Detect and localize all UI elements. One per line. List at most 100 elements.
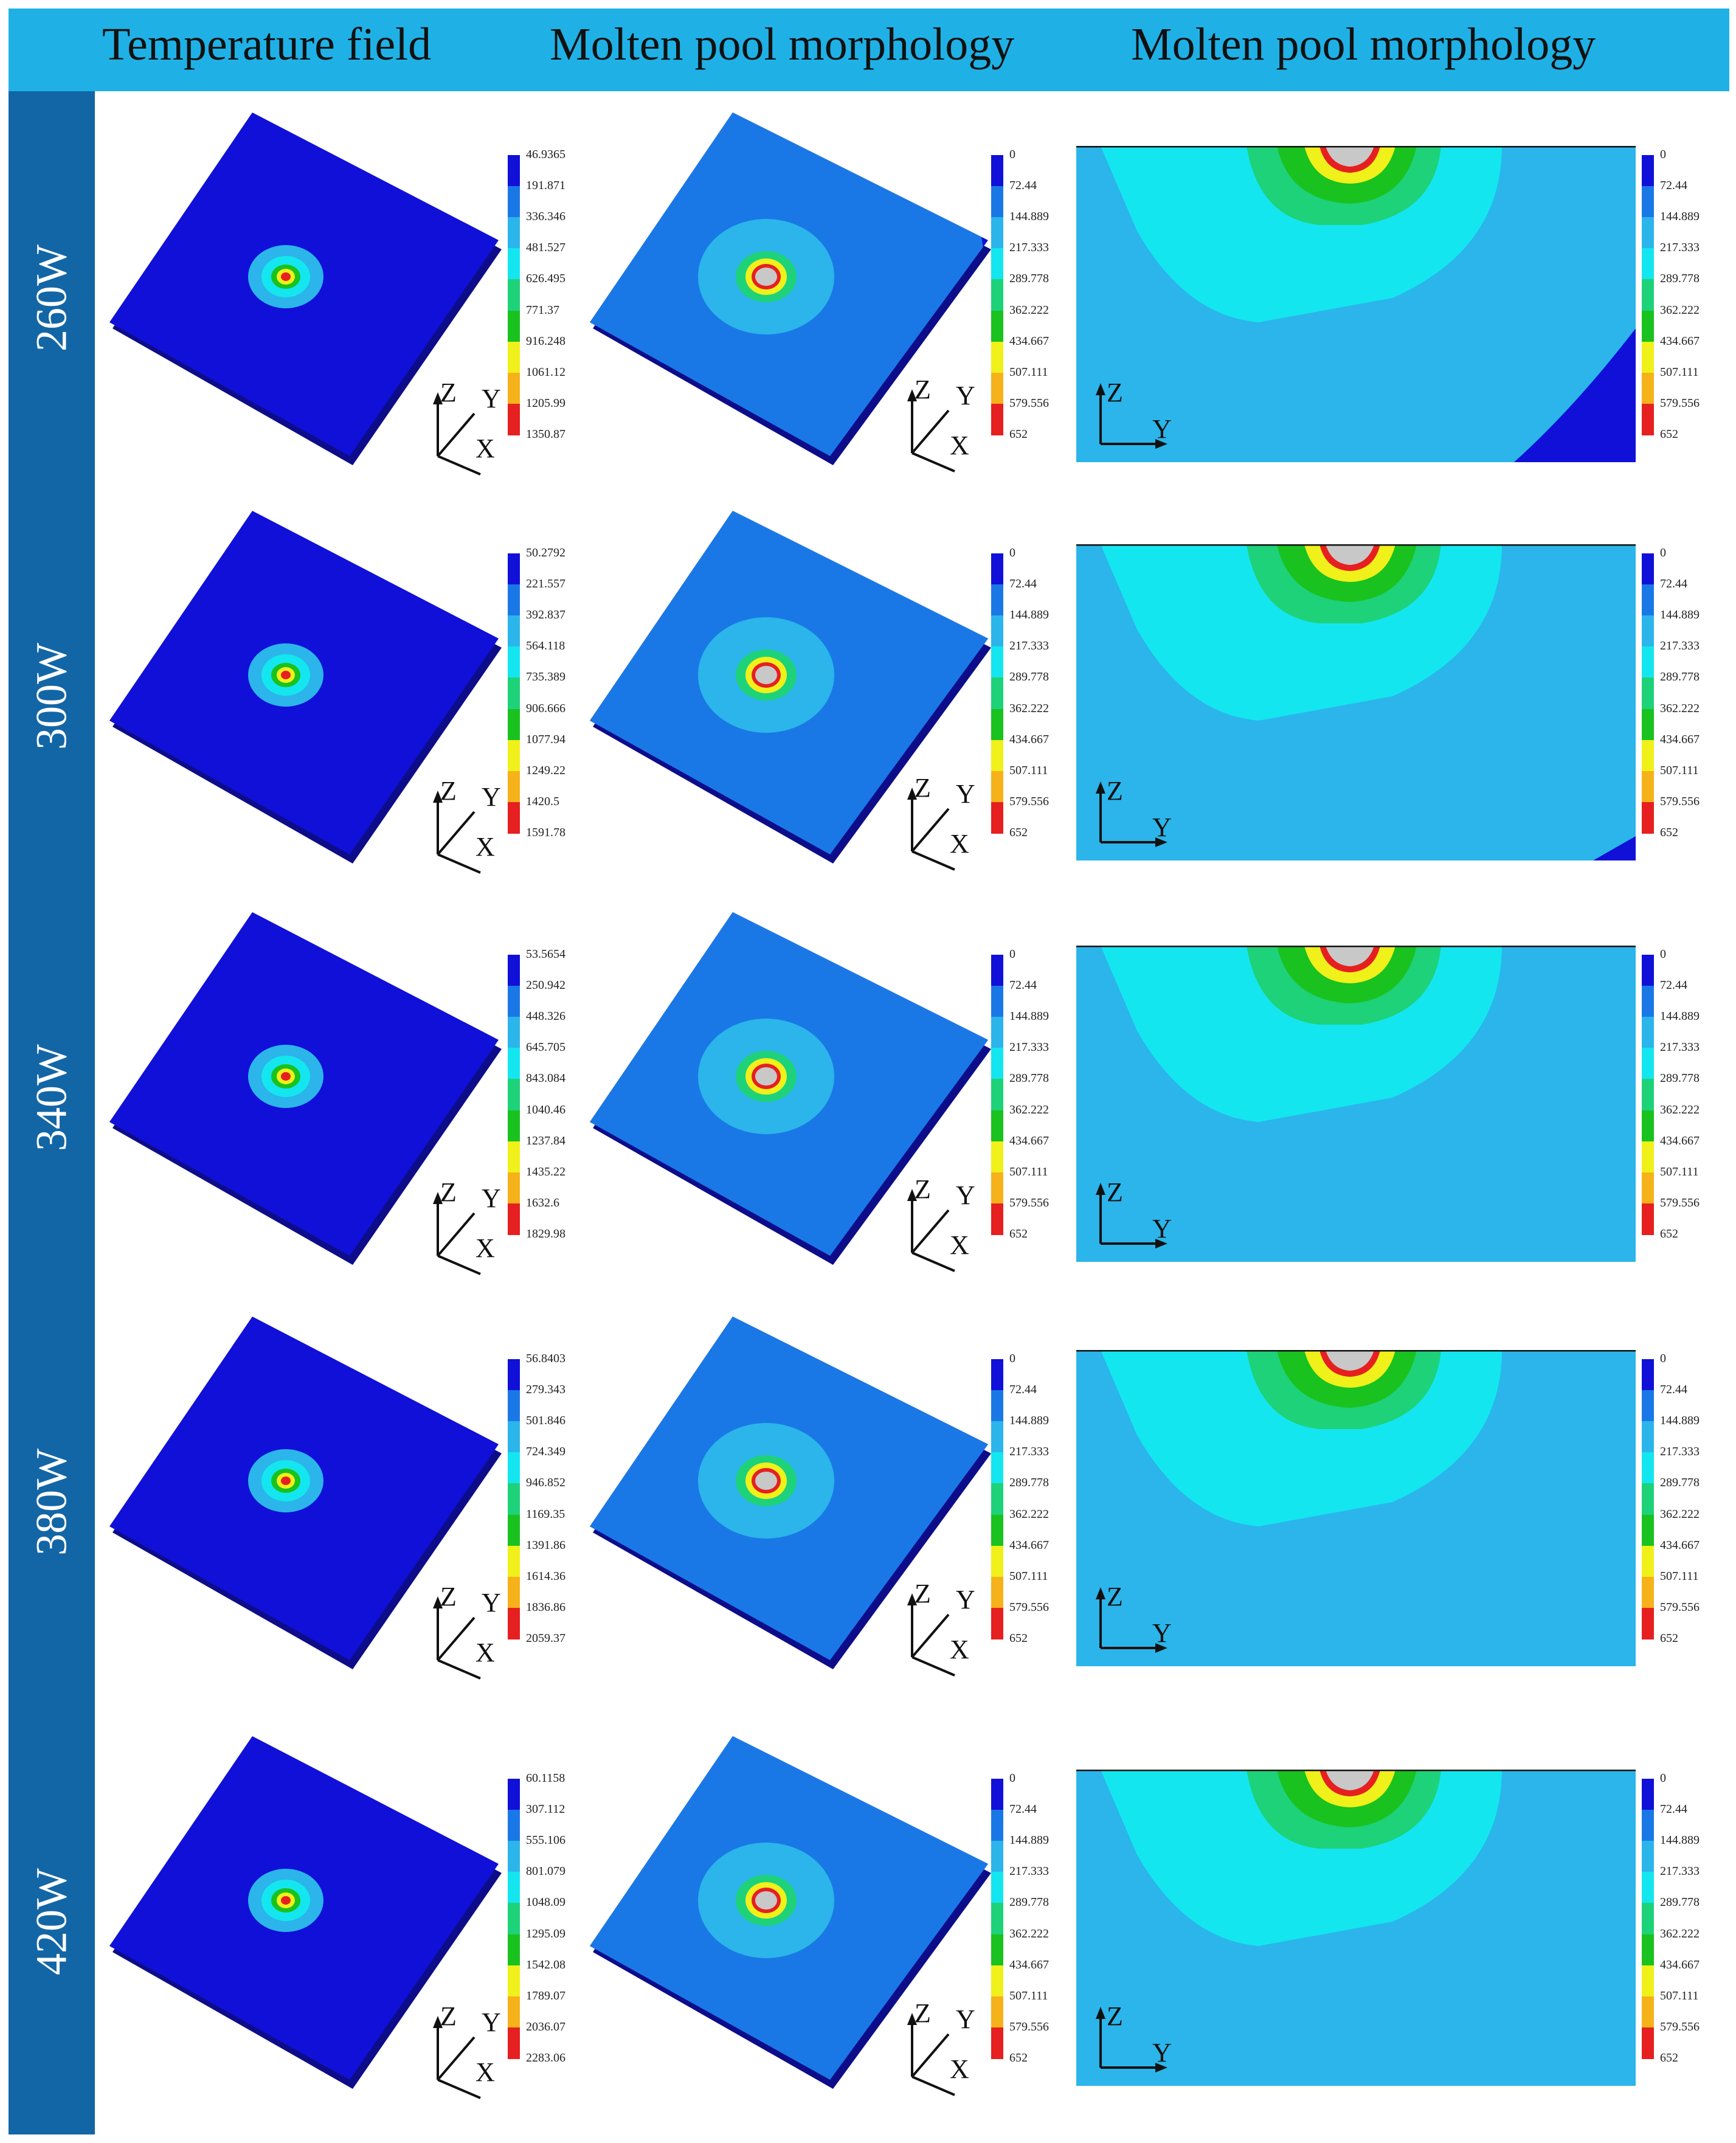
legend-color-band bbox=[508, 1048, 520, 1080]
y-axis-label: Y bbox=[956, 779, 975, 809]
row-label: 260W bbox=[9, 207, 95, 389]
legend-tick-label: 652 bbox=[1660, 428, 1678, 441]
legend-color-band bbox=[508, 584, 520, 617]
legend-tick-label: 1169.35 bbox=[526, 1507, 565, 1521]
legend-color-band bbox=[991, 770, 1003, 803]
legend-tick-label: 0 bbox=[1660, 947, 1666, 961]
legend-color-band bbox=[1642, 1421, 1654, 1453]
legend-tick-label: 1077.94 bbox=[526, 732, 565, 746]
z-axis-arrow bbox=[433, 392, 443, 404]
row-label: 420W bbox=[9, 1830, 95, 2013]
legend-color-band bbox=[508, 1514, 520, 1546]
row-label: 340W bbox=[9, 1006, 95, 1189]
legend-tick-label: 0 bbox=[1009, 148, 1015, 161]
legend-color-band bbox=[508, 986, 520, 1018]
legend-tick-label: 652 bbox=[1660, 826, 1678, 839]
legend-tick-label: 916.248 bbox=[526, 334, 565, 348]
legend-tick-label: 60.1158 bbox=[526, 1771, 565, 1785]
legend-tick-label: 507.111 bbox=[1660, 1165, 1699, 1179]
row-label-sidebar bbox=[9, 91, 95, 2134]
section-z-label: Z bbox=[1107, 1582, 1123, 1612]
row-label-text: 380W bbox=[27, 1449, 76, 1556]
legend-color-band bbox=[1642, 1545, 1654, 1577]
legend-color-band bbox=[991, 1934, 1003, 1966]
legend-color-band bbox=[508, 677, 520, 710]
legend-color-band bbox=[991, 1965, 1003, 1997]
legend-tick-label: 2283.06 bbox=[526, 2051, 565, 2065]
legend-tick-label: 362.222 bbox=[1660, 1103, 1700, 1117]
coordinate-axes: Z YX bbox=[907, 1174, 975, 1272]
legend-color-band bbox=[991, 248, 1003, 280]
coordinate-axes: Z YX bbox=[907, 1998, 975, 2096]
legend-color-band bbox=[508, 1607, 520, 1639]
pool-legend: 0 72.44 144.889 217.333 289.778 362.222 434.66… bbox=[991, 947, 1064, 1241]
z-axis-arrow bbox=[433, 791, 443, 803]
row-label: 380W bbox=[9, 1411, 95, 1593]
legend-tick-label: 507.111 bbox=[1660, 1569, 1699, 1583]
temperature-legend: 53.5654 250.942 448.326 645.705 843.084 1040.… bbox=[508, 947, 581, 1241]
y-axis-label: Y bbox=[482, 1588, 501, 1618]
pool-legend: 0 72.44 144.889 217.333 289.778 362.222 434.66… bbox=[991, 1771, 1064, 2065]
section-corner-zone bbox=[1593, 836, 1636, 860]
z-axis-arrow bbox=[433, 1192, 443, 1204]
legend-color-band bbox=[508, 1872, 520, 1904]
legend-color-band bbox=[508, 1172, 520, 1204]
z-axis-label: Z bbox=[915, 375, 931, 404]
legend-tick-label: 434.667 bbox=[1009, 1538, 1049, 1552]
legend-tick-label: 217.333 bbox=[1009, 1864, 1049, 1878]
legend-tick-label: 279.343 bbox=[526, 1383, 565, 1397]
molten-pool-3d-plot: Z YX bbox=[590, 1736, 991, 2096]
y-axis-line bbox=[437, 1616, 475, 1661]
molten-pool-3d-plot: Z YX bbox=[590, 912, 991, 1272]
figure-row: 420W Z Y X 60.1158 307.112 555.106 801.079 1048.… bbox=[0, 1736, 1736, 2107]
legend-color-band bbox=[508, 1576, 520, 1608]
legend-color-band bbox=[991, 1483, 1003, 1515]
legend-tick-label: 72.44 bbox=[1009, 1383, 1037, 1397]
molten-pool-3d-plot: Z YX bbox=[590, 113, 991, 473]
legend-color-band bbox=[508, 1483, 520, 1515]
section-molten-pool bbox=[1326, 1770, 1374, 1790]
temperature-field-plot: Z YX bbox=[109, 912, 502, 1275]
legend-tick-label: 362.222 bbox=[1009, 1103, 1049, 1117]
legend-color-band bbox=[991, 1545, 1003, 1577]
z-axis-label: Z bbox=[915, 1579, 931, 1608]
legend-tick-label: 289.778 bbox=[1009, 1476, 1049, 1490]
legend-color-band bbox=[508, 1779, 520, 1811]
legend-tick-label: 336.346 bbox=[526, 210, 565, 224]
legend-tick-label: 507.111 bbox=[1009, 1569, 1048, 1583]
z-axis-label: Z bbox=[915, 1174, 931, 1204]
legend-tick-label: 507.111 bbox=[1660, 365, 1699, 379]
legend-tick-label: 652 bbox=[1660, 2051, 1678, 2065]
section-y-label: Y bbox=[1152, 1618, 1172, 1648]
legend-color-band bbox=[1642, 1996, 1654, 2028]
legend-color-band bbox=[991, 155, 1003, 187]
section-legend: 0 72.44 144.889 217.333 289.778 362.222 434.66… bbox=[1642, 1771, 1715, 2065]
temperature-field-plot: Z YX bbox=[109, 113, 502, 476]
legend-tick-label: 144.889 bbox=[1009, 1414, 1049, 1428]
legend-tick-label: 724.349 bbox=[526, 1445, 565, 1459]
coordinate-axes: Z YX bbox=[433, 776, 501, 874]
legend-tick-label: 53.5654 bbox=[526, 947, 565, 961]
legend-tick-label: 289.778 bbox=[1660, 1476, 1700, 1490]
legend-tick-label: 144.889 bbox=[1009, 1833, 1049, 1847]
row-label-text: 260W bbox=[27, 244, 76, 351]
legend-color-band bbox=[508, 1017, 520, 1049]
legend-tick-label: 392.837 bbox=[526, 608, 565, 622]
legend-color-band bbox=[508, 1390, 520, 1422]
legend-color-band bbox=[1642, 801, 1654, 834]
section-legend: 0 72.44 144.889 217.333 289.778 362.222 434.66… bbox=[1642, 148, 1715, 441]
legend-tick-label: 217.333 bbox=[1660, 639, 1700, 653]
legend-tick-label: 362.222 bbox=[1660, 1507, 1700, 1521]
legend-color-band bbox=[508, 1421, 520, 1453]
x-axis-line bbox=[911, 452, 955, 473]
temperature-field-plot: Z YX bbox=[109, 1317, 502, 1680]
legend-color-band bbox=[1642, 1965, 1654, 1997]
x-axis-label: X bbox=[475, 1233, 495, 1263]
coordinate-axes: Z YX bbox=[433, 1582, 501, 1680]
legend-tick-label: 579.556 bbox=[1009, 1600, 1049, 1614]
legend-color-band bbox=[991, 615, 1003, 648]
section-z-label: Z bbox=[1107, 776, 1123, 806]
z-axis-label: Z bbox=[440, 2001, 457, 2031]
section-legend: 0 72.44 144.889 217.333 289.778 362.222 434.66… bbox=[1642, 546, 1715, 839]
molten-pool bbox=[755, 268, 777, 286]
